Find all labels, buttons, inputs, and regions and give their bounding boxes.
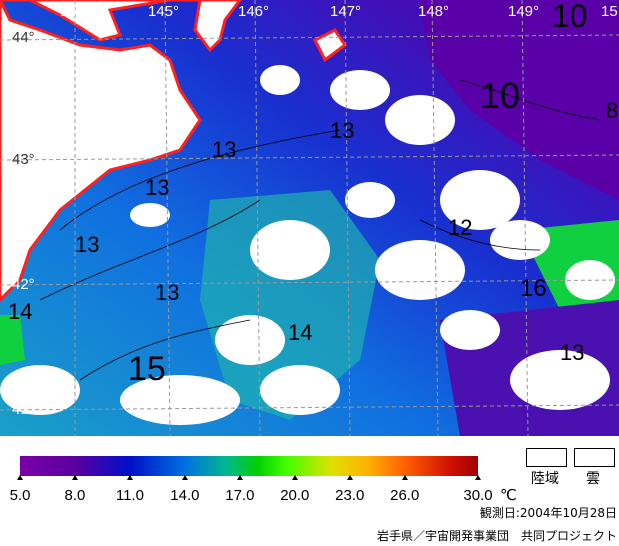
- longitude-label: 15: [601, 3, 618, 20]
- scale-tick-mark: [126, 475, 133, 480]
- scale-tick-label: 30.0: [463, 487, 493, 504]
- contour-label: 13: [75, 232, 100, 257]
- longitude-label: 147°: [330, 3, 362, 20]
- longitude-label: 149°: [508, 3, 540, 20]
- scale-tick-mark: [181, 475, 188, 480]
- land-swatch: [526, 448, 567, 467]
- contour-label: 16: [520, 275, 547, 302]
- longitude-label: 148°: [418, 3, 450, 20]
- scale-tick-label: 17.0: [225, 487, 255, 504]
- land-label: 陸域: [531, 471, 559, 487]
- contour-label: 10: [480, 75, 521, 116]
- scale-tick-mark: [401, 475, 408, 480]
- sst-map: [0, 0, 619, 436]
- longitude-label: 145°: [148, 3, 180, 20]
- scale-tick-label: 11.0: [115, 487, 144, 504]
- scale-tick-mark: [291, 475, 298, 480]
- contour-label: 13: [145, 175, 170, 200]
- contour-label: 13: [330, 118, 355, 143]
- cloud-label: 雲: [586, 471, 600, 487]
- contour-label: 13: [560, 340, 585, 365]
- contour-label: 8: [606, 98, 619, 123]
- temperature-color-scale: [20, 456, 478, 476]
- clouds: [0, 65, 615, 425]
- scale-tick-label: 14.0: [170, 487, 200, 504]
- contour-label: 14: [8, 299, 33, 324]
- contour-label: 12: [448, 215, 473, 240]
- latitude-label: 43°: [12, 151, 35, 168]
- green-patch: [0, 315, 25, 365]
- contour-label: 13: [212, 137, 237, 162]
- scale-tick-label: 5.0: [9, 487, 31, 504]
- scale-tick-label: 23.0: [335, 487, 365, 504]
- scale-tick-label: 20.0: [280, 487, 310, 504]
- scale-tick-mark: [475, 475, 481, 480]
- graticule: [0, 0, 619, 436]
- scale-tick-mark: [236, 475, 243, 480]
- latitude-label: 44°: [12, 29, 35, 46]
- longitude-label: 146°: [238, 3, 270, 20]
- unit-label: ℃: [500, 486, 517, 504]
- cloud-swatch: [574, 448, 615, 467]
- scale-tick-mark: [71, 475, 78, 480]
- contour-label: 13: [155, 280, 180, 305]
- observation-date: 観測日:2004年10月28日: [479, 506, 617, 520]
- land: [0, 0, 242, 303]
- credit: 岩手県／宇宙開発事業団 共同プロジェクト: [376, 529, 617, 543]
- contour-label: 15: [128, 350, 166, 388]
- purple-region: [420, 0, 619, 200]
- latitude-label: 41°: [12, 401, 35, 418]
- scale-tick-label: 8.0: [64, 487, 86, 504]
- contour-label: 10: [552, 0, 588, 34]
- latitude-label: 42°: [12, 276, 35, 293]
- contour-label: 14: [288, 320, 313, 345]
- longitude-label: 144°: [60, 3, 92, 20]
- scale-tick-label: 26.0: [390, 487, 420, 504]
- scale-tick-mark: [17, 475, 23, 480]
- scale-tick-mark: [346, 475, 353, 480]
